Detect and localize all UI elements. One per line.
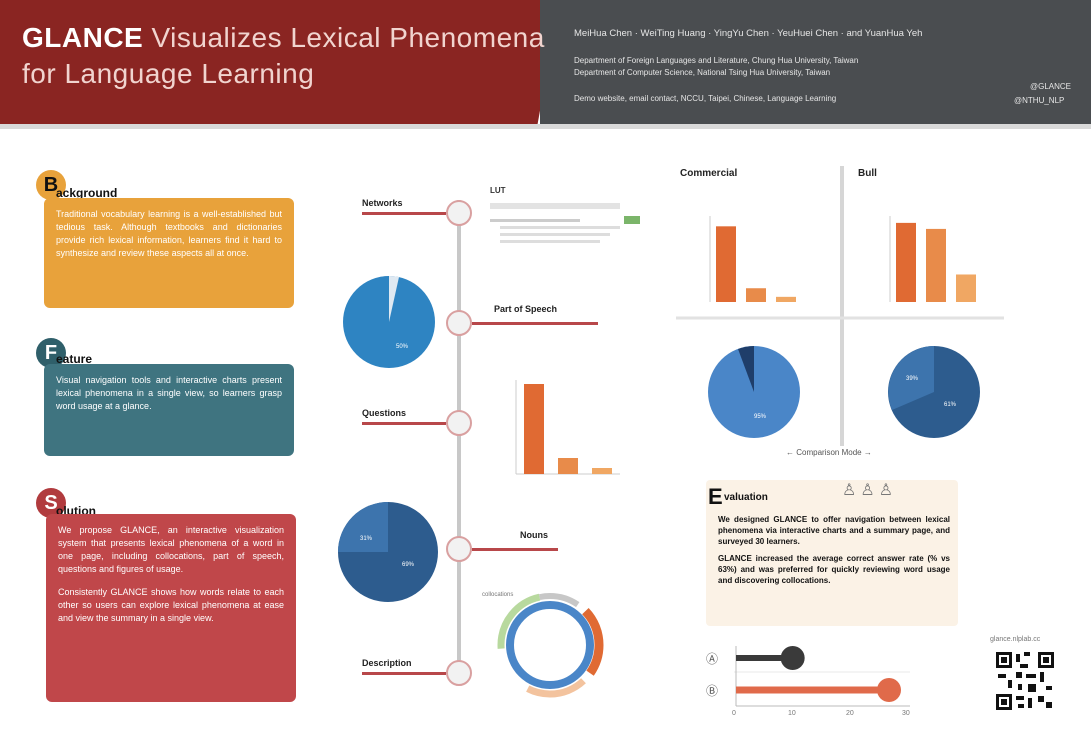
background-body: Traditional vocabulary learning is a wel… [56,209,282,258]
results-bars [736,646,901,702]
q-bar-1 [524,384,544,474]
comparison-mode-label: ← Comparison Mode → [786,448,872,457]
feature-body: Visual navigation tools and interactive … [56,375,282,411]
cmp-bar [746,288,766,302]
pie-nouns-slice [338,502,388,552]
comparison-mode-text: Comparison Mode [796,448,862,457]
cmp-title-right: Bull [858,168,877,179]
description-connector [362,672,446,675]
qr-caption: glance.nlplab.cc [990,636,1041,643]
results-tick-0: 0 [732,710,736,717]
cmp-pie-left-slice [738,346,754,392]
affiliation-2: Department of Computer Science, National… [574,68,831,77]
pie-nouns-label-a: 69% [402,562,415,568]
result-label-a: Ⓐ [706,652,719,666]
solution-card: We propose GLANCE, an interactive visual… [46,514,296,702]
cmp-pie-left-label: 95% [754,414,767,420]
header-info-band [540,0,1091,124]
cmp-pie-right-label-a: 61% [944,402,957,408]
cmp-bar [956,274,976,302]
solution-tag: S [36,488,66,518]
header-divider [0,124,1091,129]
pos-connector [472,322,598,325]
comparison-bars [709,216,976,302]
timeline-label-networks: Networks [362,198,403,208]
poster-title-line2: for Language Learning [22,58,315,89]
lut-go-button[interactable] [624,216,640,224]
timeline-stop-description[interactable] [446,660,472,686]
lut-title: LUT [490,186,506,195]
timeline-label-nouns: Nouns [520,530,548,540]
evaluation-body: We designed GLANCE to offer navigation b… [718,514,950,586]
timeline-stop-questions[interactable] [446,410,472,436]
lut-row [490,219,580,222]
networks-connector [362,212,446,215]
donut-outer-peach [497,592,603,698]
feature-card: Visual navigation tools and interactive … [44,364,294,456]
result-dot [877,678,901,702]
timeline-label-questions: Questions [362,408,407,418]
lut-row [500,226,620,229]
poster-title-line1: GLANCE Visualizes Lexical Phenomena [22,22,545,54]
timeline-axis [457,200,461,680]
people-icon: ♙♙♙ [842,482,898,499]
questions-connector [362,422,446,425]
results-tick-2: 20 [846,710,854,717]
evaluation-card [706,480,958,626]
evaluation-tag: E [708,484,723,509]
cmp-bar [896,222,916,302]
donut-outer-grey [498,593,602,697]
donut-main [506,601,594,689]
feature-tag: F [36,338,66,368]
evaluation-heading: valuation [724,492,768,503]
timeline-stop-pos[interactable] [446,310,472,336]
lut-row [500,240,600,243]
handle-1: @GLANCE [1030,82,1072,91]
cmp-title-left: Commercial [680,168,738,179]
donut-caption: collocations [482,592,513,598]
timeline-label-pos: Part of Speech [494,304,558,314]
contact-line: Demo website, email contact, NCCU, Taipe… [574,94,837,103]
title-bold: GLANCE [22,22,144,53]
pie-nouns-label-b: 31% [360,536,373,542]
q-bar-3 [592,468,612,474]
nouns-connector [472,548,558,551]
feature-heading: eature [56,352,93,366]
result-label-b: Ⓑ [706,684,719,698]
solution-body: We propose GLANCE, an interactive visual… [58,525,284,574]
lut-panel: LUT [490,186,646,266]
lut-row [500,233,610,236]
background-heading: ackground [56,186,118,200]
background-tag: B [36,170,66,200]
result-dot [780,646,805,670]
background-card: Traditional vocabulary learning is a wel… [44,198,294,308]
results-tick-3: 30 [902,710,910,717]
timeline-stop-networks[interactable] [446,200,472,226]
header-title-band [0,0,560,124]
cmp-pie-right-label-b: 39% [906,376,919,382]
affiliation-1: Department of Foreign Languages and Lite… [574,56,859,65]
handle-2: @NTHU_NLP [1014,96,1065,105]
cmp-bar [926,228,946,302]
evaluation-body-2: GLANCE increased the average correct ans… [718,554,950,585]
lut-bar-1 [490,203,620,209]
qr-code-icon[interactable] [994,650,1056,712]
q-bar-2 [558,458,578,474]
cmp-bar [776,296,796,302]
timeline-label-description: Description [362,658,412,668]
pie-pos-label: 50% [396,344,409,350]
solution-body-2: Consistently GLANCE shows how words rela… [58,587,284,623]
evaluation-body-1: We designed GLANCE to offer navigation b… [718,515,950,546]
timeline-stop-nouns[interactable] [446,536,472,562]
pie-pos-slice [389,275,399,322]
cmp-pie-right-slice [888,346,934,410]
authors: MeiHua Chen · WeiTing Huang · YingYu Che… [574,28,923,39]
donut-outer-green [497,592,603,698]
title-rest: Visualizes Lexical Phenomena [151,22,545,53]
results-tick-1: 10 [788,710,796,717]
donut-outer-orange [496,591,604,699]
cmp-bar [716,226,736,302]
